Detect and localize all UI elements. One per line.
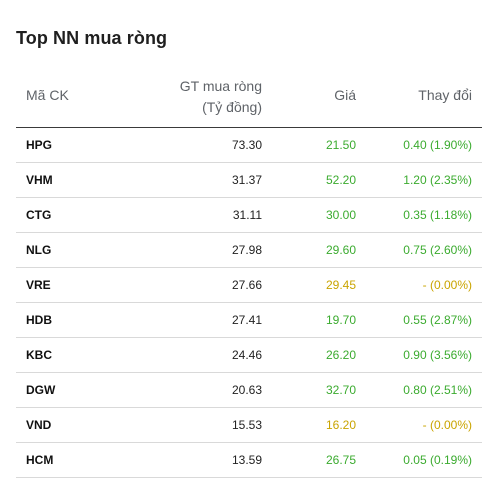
- column-header-change: Thay đổi: [418, 87, 472, 103]
- net-buy-value: 13.59: [231, 453, 262, 467]
- net-buy-value: 15.53: [231, 418, 262, 432]
- stock-symbol[interactable]: HPG: [26, 138, 53, 152]
- price-value: 52.20: [325, 173, 356, 187]
- table-header: Mã CK GT mua ròng (Tỷ đồng) Giá Thay đổi: [16, 68, 482, 128]
- stock-symbol[interactable]: NLG: [26, 243, 52, 257]
- price-value: 19.70: [325, 313, 356, 327]
- stock-symbol[interactable]: VND: [26, 418, 52, 432]
- price-value: 32.70: [325, 383, 356, 397]
- table-row[interactable]: HPG 73.30 21.50 0.40 (1.90%): [16, 128, 482, 163]
- change-value: 0.40 (1.90%): [403, 138, 472, 152]
- stock-symbol[interactable]: VRE: [26, 278, 51, 292]
- change-value: 0.05 (0.19%): [403, 453, 472, 467]
- price-value: 26.20: [325, 348, 356, 362]
- column-header-net-buy-value-line2: (Tỷ đồng): [202, 99, 262, 115]
- stock-symbol[interactable]: VHM: [26, 173, 53, 187]
- net-buy-value: 27.98: [231, 243, 262, 257]
- column-header-price: Giá: [334, 87, 356, 103]
- change-value: - (0.00%): [422, 418, 472, 432]
- change-value: - (0.00%): [422, 278, 472, 292]
- table-row[interactable]: VHM 31.37 52.20 1.20 (2.35%): [16, 163, 482, 198]
- net-buy-value: 27.66: [231, 278, 262, 292]
- net-buy-value: 31.11: [232, 208, 262, 222]
- price-value: 29.45: [325, 278, 356, 292]
- change-value: 0.80 (2.51%): [403, 383, 472, 397]
- table-row[interactable]: DGW 20.63 32.70 0.80 (2.51%): [16, 373, 482, 408]
- price-value: 26.75: [325, 453, 356, 467]
- price-value: 16.20: [325, 418, 356, 432]
- table-row[interactable]: VRE 27.66 29.45 - (0.00%): [16, 268, 482, 303]
- price-value: 21.50: [325, 138, 356, 152]
- net-buy-value: 31.37: [231, 173, 262, 187]
- column-header-symbol: Mã CK: [26, 87, 69, 103]
- change-value: 0.55 (2.87%): [403, 313, 472, 327]
- net-buy-table: Mã CK GT mua ròng (Tỷ đồng) Giá Thay đổi…: [16, 68, 482, 478]
- table-row[interactable]: CTG 31.11 30.00 0.35 (1.18%): [16, 198, 482, 233]
- net-buy-value: 27.41: [231, 313, 262, 327]
- stock-symbol[interactable]: KBC: [26, 348, 52, 362]
- price-value: 29.60: [325, 243, 356, 257]
- table-row[interactable]: VND 15.53 16.20 - (0.00%): [16, 408, 482, 443]
- column-header-net-buy-value: GT mua ròng (Tỷ đồng): [180, 76, 262, 118]
- table-row[interactable]: HCM 13.59 26.75 0.05 (0.19%): [16, 443, 482, 478]
- change-value: 0.35 (1.18%): [403, 208, 472, 222]
- table-row[interactable]: NLG 27.98 29.60 0.75 (2.60%): [16, 233, 482, 268]
- table-row[interactable]: HDB 27.41 19.70 0.55 (2.87%): [16, 303, 482, 338]
- net-buy-value: 20.63: [231, 383, 262, 397]
- change-value: 0.75 (2.60%): [403, 243, 472, 257]
- change-value: 0.90 (3.56%): [403, 348, 472, 362]
- net-buy-value: 24.46: [231, 348, 262, 362]
- net-buy-value: 73.30: [231, 138, 262, 152]
- stock-symbol[interactable]: DGW: [26, 383, 56, 397]
- panel-title: Top NN mua ròng: [16, 28, 168, 48]
- column-header-net-buy-value-line1: GT mua ròng: [179, 78, 262, 94]
- table-row[interactable]: KBC 24.46 26.20 0.90 (3.56%): [16, 338, 482, 373]
- stock-symbol[interactable]: HDB: [26, 313, 52, 327]
- stock-symbol[interactable]: HCM: [26, 453, 54, 467]
- change-value: 1.20 (2.35%): [403, 173, 472, 187]
- price-value: 30.00: [325, 208, 356, 222]
- stock-symbol[interactable]: CTG: [26, 208, 52, 222]
